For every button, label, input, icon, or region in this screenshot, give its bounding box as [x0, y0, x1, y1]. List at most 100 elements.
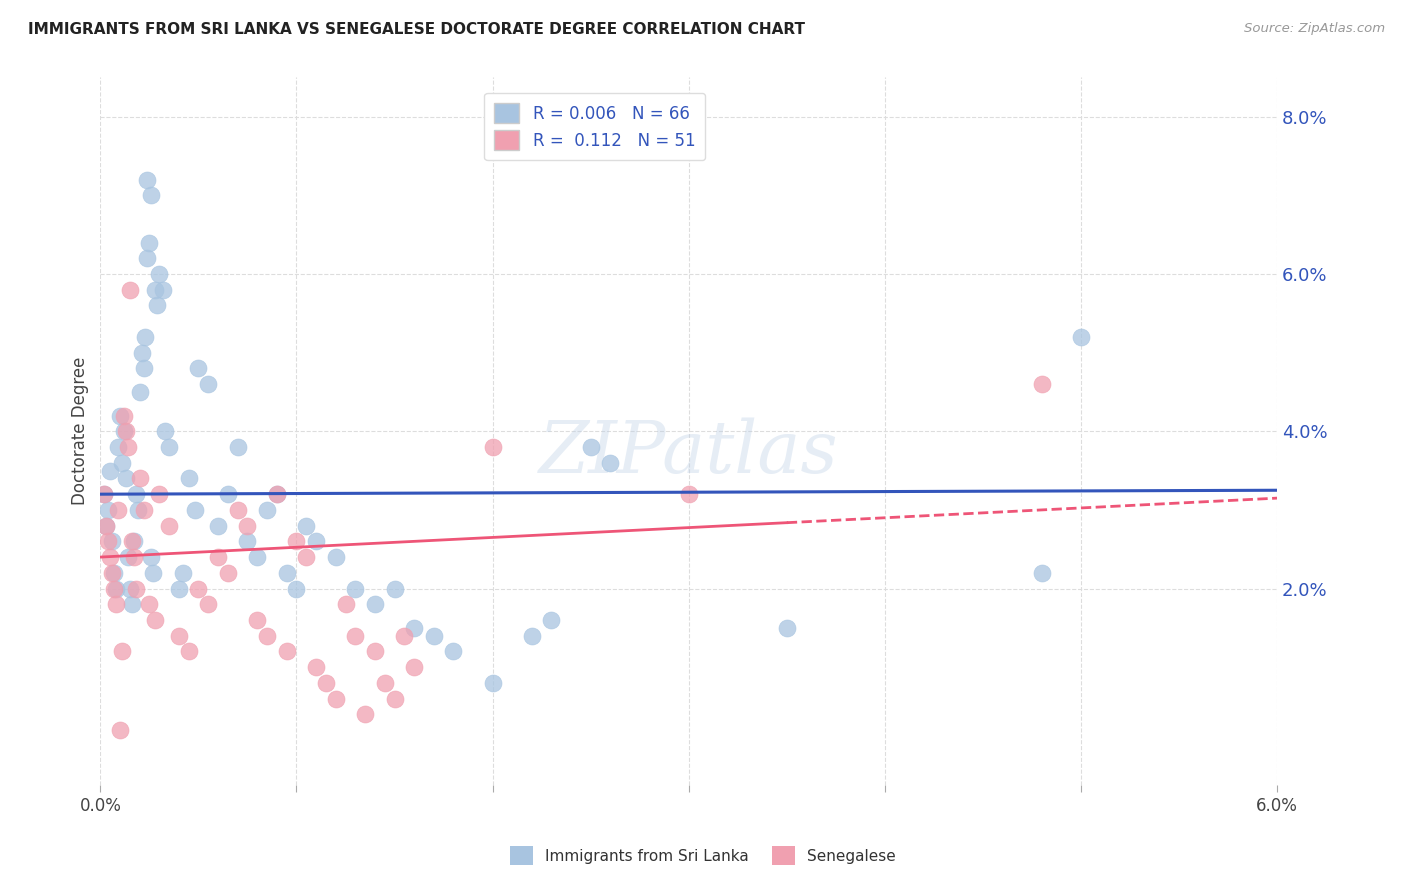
Point	[141, 550, 163, 565]
Point	[481, 440, 503, 454]
Point	[134, 330, 156, 344]
Point	[117, 440, 139, 454]
Point	[276, 644, 298, 658]
Point	[285, 534, 308, 549]
Text: Source: ZipAtlas.com: Source: ZipAtlas.com	[1244, 22, 1385, 36]
Point	[364, 644, 387, 658]
Point	[177, 644, 200, 658]
Point	[93, 487, 115, 501]
Point	[236, 518, 259, 533]
Point	[117, 550, 139, 565]
Point	[132, 503, 155, 517]
Point	[97, 534, 120, 549]
Point	[118, 283, 141, 297]
Point	[423, 629, 446, 643]
Point	[127, 503, 149, 517]
Point	[105, 597, 128, 611]
Point	[364, 597, 387, 611]
Point	[98, 550, 121, 565]
Point	[374, 676, 396, 690]
Point	[1031, 377, 1053, 392]
Point	[256, 629, 278, 643]
Point	[776, 621, 799, 635]
Point	[226, 440, 249, 454]
Point	[141, 188, 163, 202]
Point	[441, 644, 464, 658]
Point	[157, 440, 180, 454]
Point	[112, 409, 135, 423]
Point	[118, 582, 141, 596]
Point	[132, 361, 155, 376]
Point	[108, 409, 131, 423]
Point	[187, 361, 209, 376]
Point	[146, 298, 169, 312]
Point	[136, 172, 159, 186]
Point	[1070, 330, 1092, 344]
Point	[121, 534, 143, 549]
Point	[579, 440, 602, 454]
Point	[315, 676, 337, 690]
Point	[115, 471, 138, 485]
Point	[325, 691, 347, 706]
Point	[101, 534, 124, 549]
Point	[276, 566, 298, 580]
Point	[131, 345, 153, 359]
Point	[101, 566, 124, 580]
Point	[207, 550, 229, 565]
Point	[153, 424, 176, 438]
Point	[107, 503, 129, 517]
Point	[128, 384, 150, 399]
Point	[520, 629, 543, 643]
Point	[138, 597, 160, 611]
Point	[197, 597, 219, 611]
Point	[1031, 566, 1053, 580]
Point	[344, 582, 367, 596]
Point	[217, 487, 239, 501]
Point	[167, 629, 190, 643]
Point	[96, 518, 118, 533]
Point	[394, 629, 416, 643]
Point	[246, 550, 269, 565]
Point	[111, 456, 134, 470]
Point	[143, 613, 166, 627]
Text: ZIPatlas: ZIPatlas	[538, 417, 838, 488]
Point	[108, 723, 131, 737]
Point	[344, 629, 367, 643]
Point	[103, 582, 125, 596]
Point	[105, 582, 128, 596]
Point	[325, 550, 347, 565]
Point	[152, 283, 174, 297]
Point	[128, 471, 150, 485]
Point	[305, 534, 328, 549]
Legend: Immigrants from Sri Lanka, Senegalese: Immigrants from Sri Lanka, Senegalese	[503, 840, 903, 871]
Point	[124, 582, 146, 596]
Point	[599, 456, 621, 470]
Point	[177, 471, 200, 485]
Point	[172, 566, 194, 580]
Point	[404, 660, 426, 674]
Point	[136, 252, 159, 266]
Point	[167, 582, 190, 596]
Point	[246, 613, 269, 627]
Point	[481, 676, 503, 690]
Point	[207, 518, 229, 533]
Point	[226, 503, 249, 517]
Point	[143, 283, 166, 297]
Point	[540, 613, 562, 627]
Legend: R = 0.006   N = 66, R =  0.112   N = 51: R = 0.006 N = 66, R = 0.112 N = 51	[484, 93, 706, 161]
Point	[266, 487, 288, 501]
Point	[335, 597, 357, 611]
Point	[217, 566, 239, 580]
Point	[103, 566, 125, 580]
Point	[197, 377, 219, 392]
Point	[121, 597, 143, 611]
Point	[187, 582, 209, 596]
Point	[142, 566, 165, 580]
Point	[266, 487, 288, 501]
Point	[404, 621, 426, 635]
Point	[97, 503, 120, 517]
Point	[305, 660, 328, 674]
Point	[122, 550, 145, 565]
Point	[107, 440, 129, 454]
Point	[138, 235, 160, 250]
